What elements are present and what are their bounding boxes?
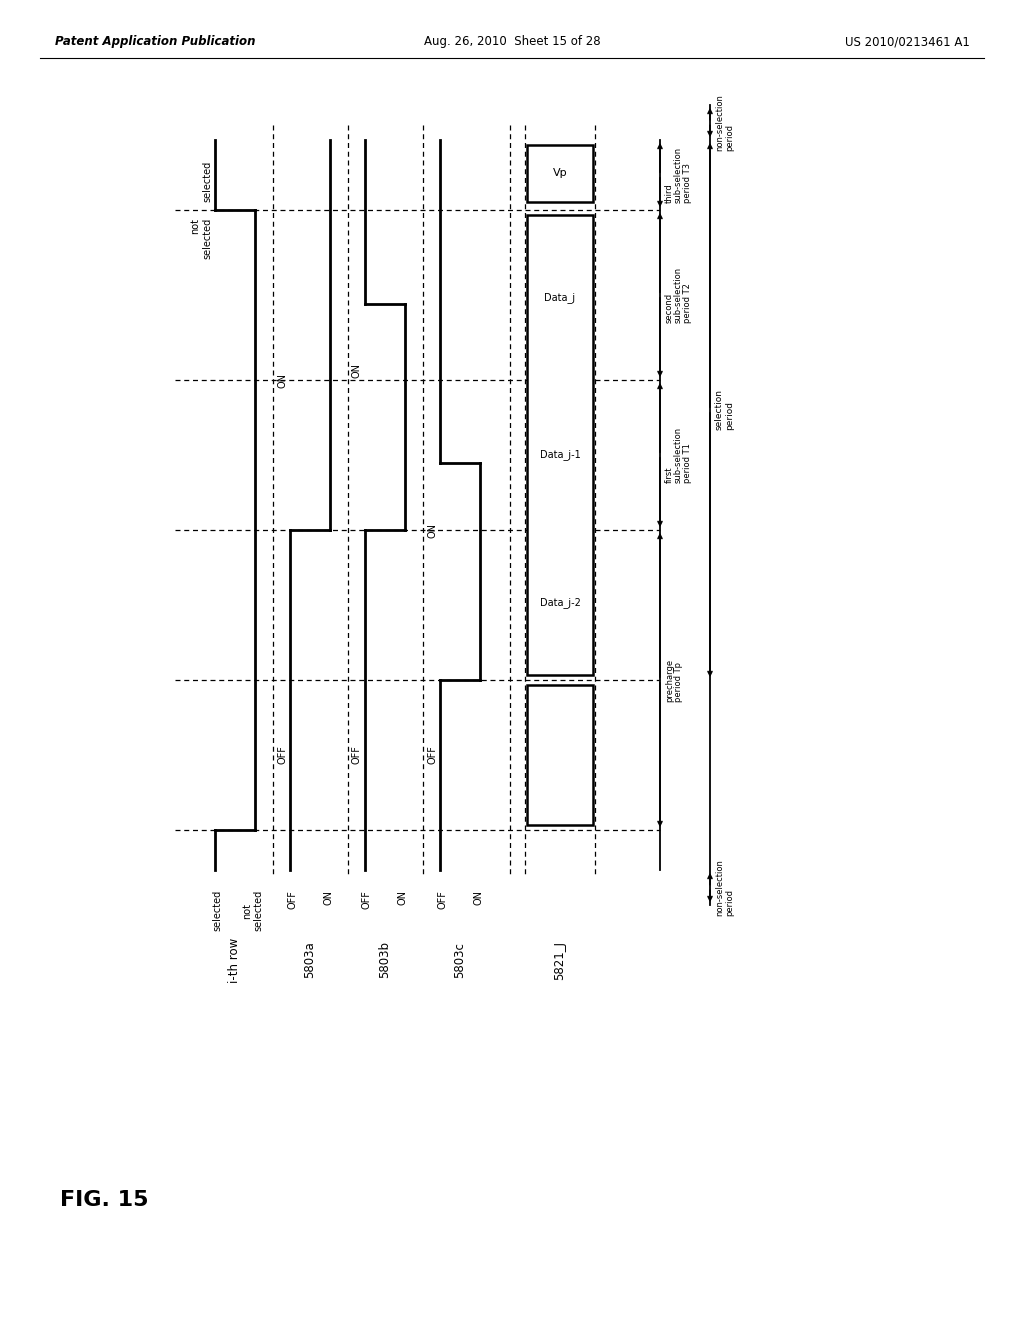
Text: not
selected: not selected [243,890,263,931]
Text: Data_j-1: Data_j-1 [540,450,581,461]
Text: selection
period: selection period [715,389,734,430]
Text: third
sub-selection
period T3: third sub-selection period T3 [665,147,692,203]
Text: Patent Application Publication: Patent Application Publication [55,36,256,49]
Text: i-th row: i-th row [228,937,242,982]
Bar [527,215,593,675]
Text: precharge
period Tp: precharge period Tp [665,659,683,701]
Text: OFF: OFF [437,890,447,909]
Text: second
sub-selection
period T2: second sub-selection period T2 [665,267,692,323]
Text: Data_j: Data_j [545,292,575,304]
Bar [527,685,593,825]
Text: 5821_J: 5821_J [554,940,566,979]
Text: 5803c: 5803c [454,942,467,978]
Text: selected: selected [202,161,212,202]
Text: 5803b: 5803b [379,941,391,978]
Text: ON: ON [398,890,408,906]
Text: first
sub-selection
period T1: first sub-selection period T1 [665,426,692,483]
Text: selected: selected [212,890,222,931]
Text: OFF: OFF [362,890,372,909]
Text: ON: ON [427,523,437,537]
Text: OFF: OFF [278,746,287,764]
Text: non-selection
period: non-selection period [715,94,734,150]
Text: US 2010/0213461 A1: US 2010/0213461 A1 [845,36,970,49]
Text: ON: ON [278,372,287,388]
Text: Data_j-2: Data_j-2 [540,597,581,609]
Text: Vp: Vp [553,169,567,178]
Text: ON: ON [473,890,483,906]
Text: OFF: OFF [287,890,297,909]
Text: not
selected: not selected [190,218,212,259]
Text: ON: ON [323,890,333,906]
Text: OFF: OFF [352,746,362,764]
Bar [527,145,593,202]
Text: non-selection
period: non-selection period [715,859,734,916]
Text: 5803a: 5803a [303,941,316,978]
Text: Aug. 26, 2010  Sheet 15 of 28: Aug. 26, 2010 Sheet 15 of 28 [424,36,600,49]
Text: FIG. 15: FIG. 15 [60,1191,148,1210]
Text: OFF: OFF [427,746,437,764]
Text: ON: ON [352,363,362,378]
